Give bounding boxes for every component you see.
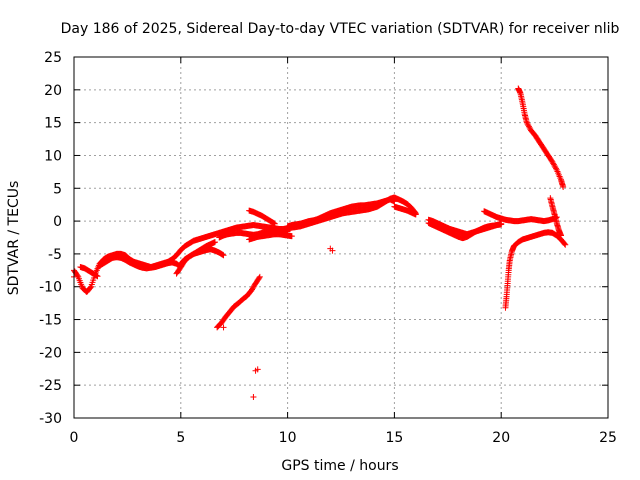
chart-title: Day 186 of 2025, Sidereal Day-to-day VTE…	[61, 21, 620, 37]
data-point	[220, 252, 227, 259]
ticks: 0 5 10 15 20 25 -30 -25 -20 -15 -10 -5 0 5 10 15 20 25	[39, 50, 617, 446]
data-point	[551, 162, 558, 169]
x-tick-label: 20	[492, 430, 510, 446]
plot-frame	[73, 56, 609, 419]
data-point	[256, 274, 263, 281]
data-point	[271, 220, 278, 227]
data-point	[523, 119, 530, 126]
data-point	[552, 164, 559, 171]
y-tick-label: -5	[48, 247, 62, 263]
data-point	[550, 161, 557, 168]
data-point	[250, 393, 257, 400]
y-tick-label: 0	[53, 214, 62, 230]
x-tick-label: 10	[279, 430, 297, 446]
y-tick-label: -30	[39, 411, 62, 427]
data-point	[553, 165, 560, 172]
data-point	[550, 160, 557, 167]
data-point	[211, 239, 218, 246]
data-point	[561, 240, 568, 247]
data-point	[87, 284, 94, 291]
data-point	[74, 272, 81, 279]
data-point	[288, 233, 295, 240]
x-tick-label: 15	[385, 430, 403, 446]
data-point	[412, 211, 419, 218]
data-point	[525, 123, 532, 130]
y-tick-label: -10	[39, 280, 62, 296]
x-axis-label: GPS time / hours	[281, 458, 398, 474]
y-tick-label: 20	[44, 83, 62, 99]
data-point	[525, 122, 532, 129]
data-point	[498, 220, 505, 227]
data-point	[94, 273, 101, 280]
x-tick-label: 0	[70, 430, 79, 446]
data-point	[562, 241, 569, 248]
data-point	[220, 324, 227, 331]
y-tick-label: 25	[44, 50, 62, 66]
y-axis-label: SDTVAR / TECUs	[6, 181, 22, 296]
data-point	[391, 198, 398, 205]
grid	[74, 57, 608, 418]
data-point	[329, 247, 336, 254]
y-tick-label: 5	[53, 181, 62, 197]
y-tick-label: -25	[39, 378, 62, 394]
data-point	[254, 366, 261, 373]
data-point	[524, 120, 531, 127]
y-tick-label: -15	[39, 313, 62, 329]
data-point	[256, 273, 263, 280]
data-point	[558, 232, 565, 239]
x-tick-label: 5	[176, 430, 185, 446]
data-points	[71, 85, 569, 400]
y-tick-label: -20	[39, 345, 62, 361]
y-tick-label: 10	[44, 148, 62, 164]
data-point	[549, 159, 556, 166]
data-point	[526, 124, 533, 131]
data-point	[560, 183, 567, 190]
x-tick-label: 25	[599, 430, 617, 446]
y-tick-label: 15	[44, 116, 62, 132]
